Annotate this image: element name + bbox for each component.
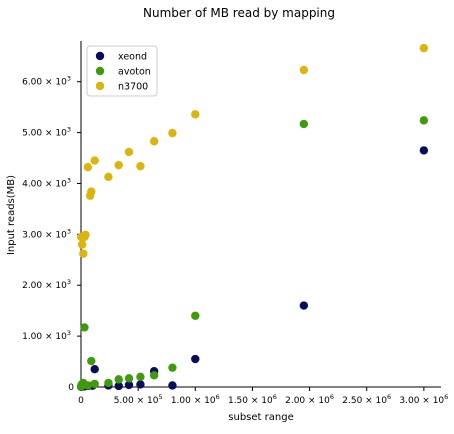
- legend-box: [86, 45, 158, 97]
- data-point: [77, 240, 87, 249]
- data-point: [419, 43, 429, 53]
- x-tick-label: 1.00 × 106: [171, 393, 220, 406]
- x-tick-label: 1.50 × 106: [228, 393, 277, 406]
- data-point: [81, 230, 90, 240]
- data-point: [149, 371, 159, 380]
- x-axis-label: subset range: [228, 412, 293, 423]
- series-avoton: [76, 116, 429, 391]
- data-point: [136, 372, 145, 382]
- data-point: [191, 110, 200, 119]
- data-point: [124, 147, 134, 157]
- x-tick-label: 2.00 × 106: [285, 393, 334, 406]
- data-point: [168, 128, 177, 138]
- data-point: [87, 187, 96, 196]
- data-point: [168, 381, 177, 390]
- y-tick-label: 6.00 × 103: [22, 75, 71, 88]
- series-xeond: [76, 146, 429, 391]
- y-tick-label: 2.00 × 103: [22, 278, 71, 291]
- x-tick-label: 3.00 × 106: [399, 393, 448, 406]
- y-tick-label: 1.00 × 103: [22, 329, 71, 342]
- legend-marker: [95, 81, 105, 91]
- y-axis-label: Input reads(MB): [6, 175, 17, 255]
- data-point: [191, 311, 200, 320]
- data-point: [136, 161, 145, 171]
- data-point: [114, 381, 123, 391]
- plot-area: 0 5.00 × 105 1.00 × 106 1.50 × 106 2.00 × 10…: [22, 41, 448, 406]
- data-point: [419, 146, 429, 155]
- data-point: [299, 65, 309, 75]
- y-tick-label: 0: [68, 383, 74, 393]
- data-point: [104, 172, 113, 182]
- data-point: [83, 162, 93, 172]
- x-tick-label: 2.50 × 106: [342, 393, 391, 406]
- data-point: [124, 380, 134, 390]
- data-point: [80, 323, 89, 332]
- data-point: [299, 119, 309, 129]
- data-point: [191, 354, 200, 364]
- data-point: [168, 363, 177, 372]
- x-tick-label: 5.00 × 105: [114, 393, 163, 406]
- legend: xeond avoton n3700: [86, 45, 158, 97]
- legend-marker: [95, 51, 105, 61]
- legend-entry-label: n3700: [118, 82, 148, 93]
- x-tick-label: 0: [78, 396, 84, 406]
- y-tick-label: 5.00 × 103: [22, 126, 71, 139]
- y-tick-label: 4.00 × 103: [22, 176, 71, 189]
- data-point: [104, 378, 113, 388]
- data-point: [114, 160, 123, 170]
- data-point: [90, 156, 99, 165]
- data-point: [79, 249, 88, 258]
- data-point: [419, 116, 429, 125]
- data-point: [114, 375, 123, 384]
- legend-marker: [95, 66, 105, 76]
- y-tick-label: 3.00 × 103: [22, 227, 71, 240]
- data-point: [87, 356, 96, 366]
- data-point: [124, 374, 134, 383]
- data-point: [90, 379, 99, 389]
- data-point: [149, 137, 159, 146]
- series-n3700: [76, 43, 429, 258]
- data-point: [90, 364, 99, 374]
- data-point: [83, 381, 93, 390]
- legend-entry-label: avoton: [118, 67, 151, 78]
- data-point: [136, 380, 145, 389]
- data-point: [299, 301, 309, 310]
- chart-title: Number of MB read by mapping: [143, 6, 335, 20]
- legend-entry-label: xeond: [118, 52, 147, 63]
